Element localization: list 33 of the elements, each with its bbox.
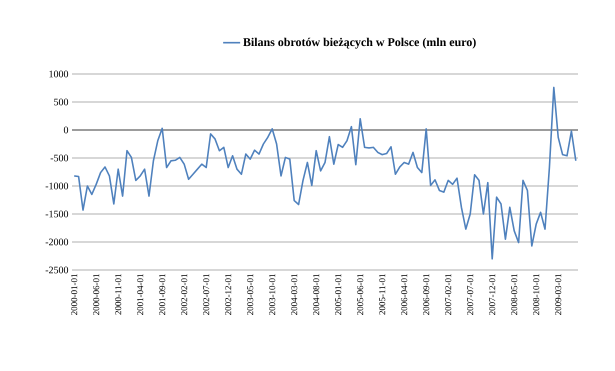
x-tick-label: 2003-05-01 <box>247 274 254 315</box>
x-tick-label: 2007-07-01 <box>467 274 474 315</box>
x-tick-label: 2000-06-01 <box>93 274 100 315</box>
x-tick-label: 2008-05-01 <box>511 274 518 315</box>
y-tick-label: 1000 <box>49 70 68 78</box>
x-tick-label: 2001-04-01 <box>137 274 144 315</box>
x-tick-label: 2005-01-01 <box>335 274 342 315</box>
y-tick-label: 500 <box>54 98 68 106</box>
x-tick-label: 2000-11-01 <box>115 274 122 315</box>
y-tick-label: -1500 <box>46 210 68 218</box>
x-tick-label: 2002-12-01 <box>225 274 232 315</box>
x-tick-label: 2005-06-01 <box>357 274 364 315</box>
x-tick-label: 2004-03-01 <box>291 274 298 315</box>
x-tick-label: 2005-11-01 <box>379 274 386 315</box>
x-tick-label: 2003-10-01 <box>269 274 276 315</box>
y-tick-label: -2500 <box>46 266 68 274</box>
x-tick-label: 2001-09-01 <box>159 274 166 315</box>
y-tick-label: -2000 <box>46 238 68 246</box>
x-tick-label: 2007-02-01 <box>445 274 452 315</box>
legend-label: Bilans obrotów bieżących w Polsce (mln euro) <box>243 38 476 49</box>
x-tick-label: 2002-07-01 <box>203 274 210 315</box>
x-tick-label: 2002-02-01 <box>181 274 188 315</box>
x-tick-label: 2009-03-01 <box>555 274 562 315</box>
x-tick-label: 2000-01-01 <box>71 274 78 315</box>
x-tick-label: 2004-08-01 <box>313 274 320 315</box>
x-tick-label: 2008-10-01 <box>533 274 540 315</box>
line-series <box>73 86 577 260</box>
x-tick-label: 2007-12-01 <box>489 274 496 315</box>
y-tick-label: -1000 <box>46 182 68 190</box>
x-tick-label: 2006-04-01 <box>401 274 408 315</box>
x-tick-label: 2006-09-01 <box>423 274 430 315</box>
y-tick-label: 0 <box>64 126 68 134</box>
y-tick-label: -500 <box>50 154 68 162</box>
